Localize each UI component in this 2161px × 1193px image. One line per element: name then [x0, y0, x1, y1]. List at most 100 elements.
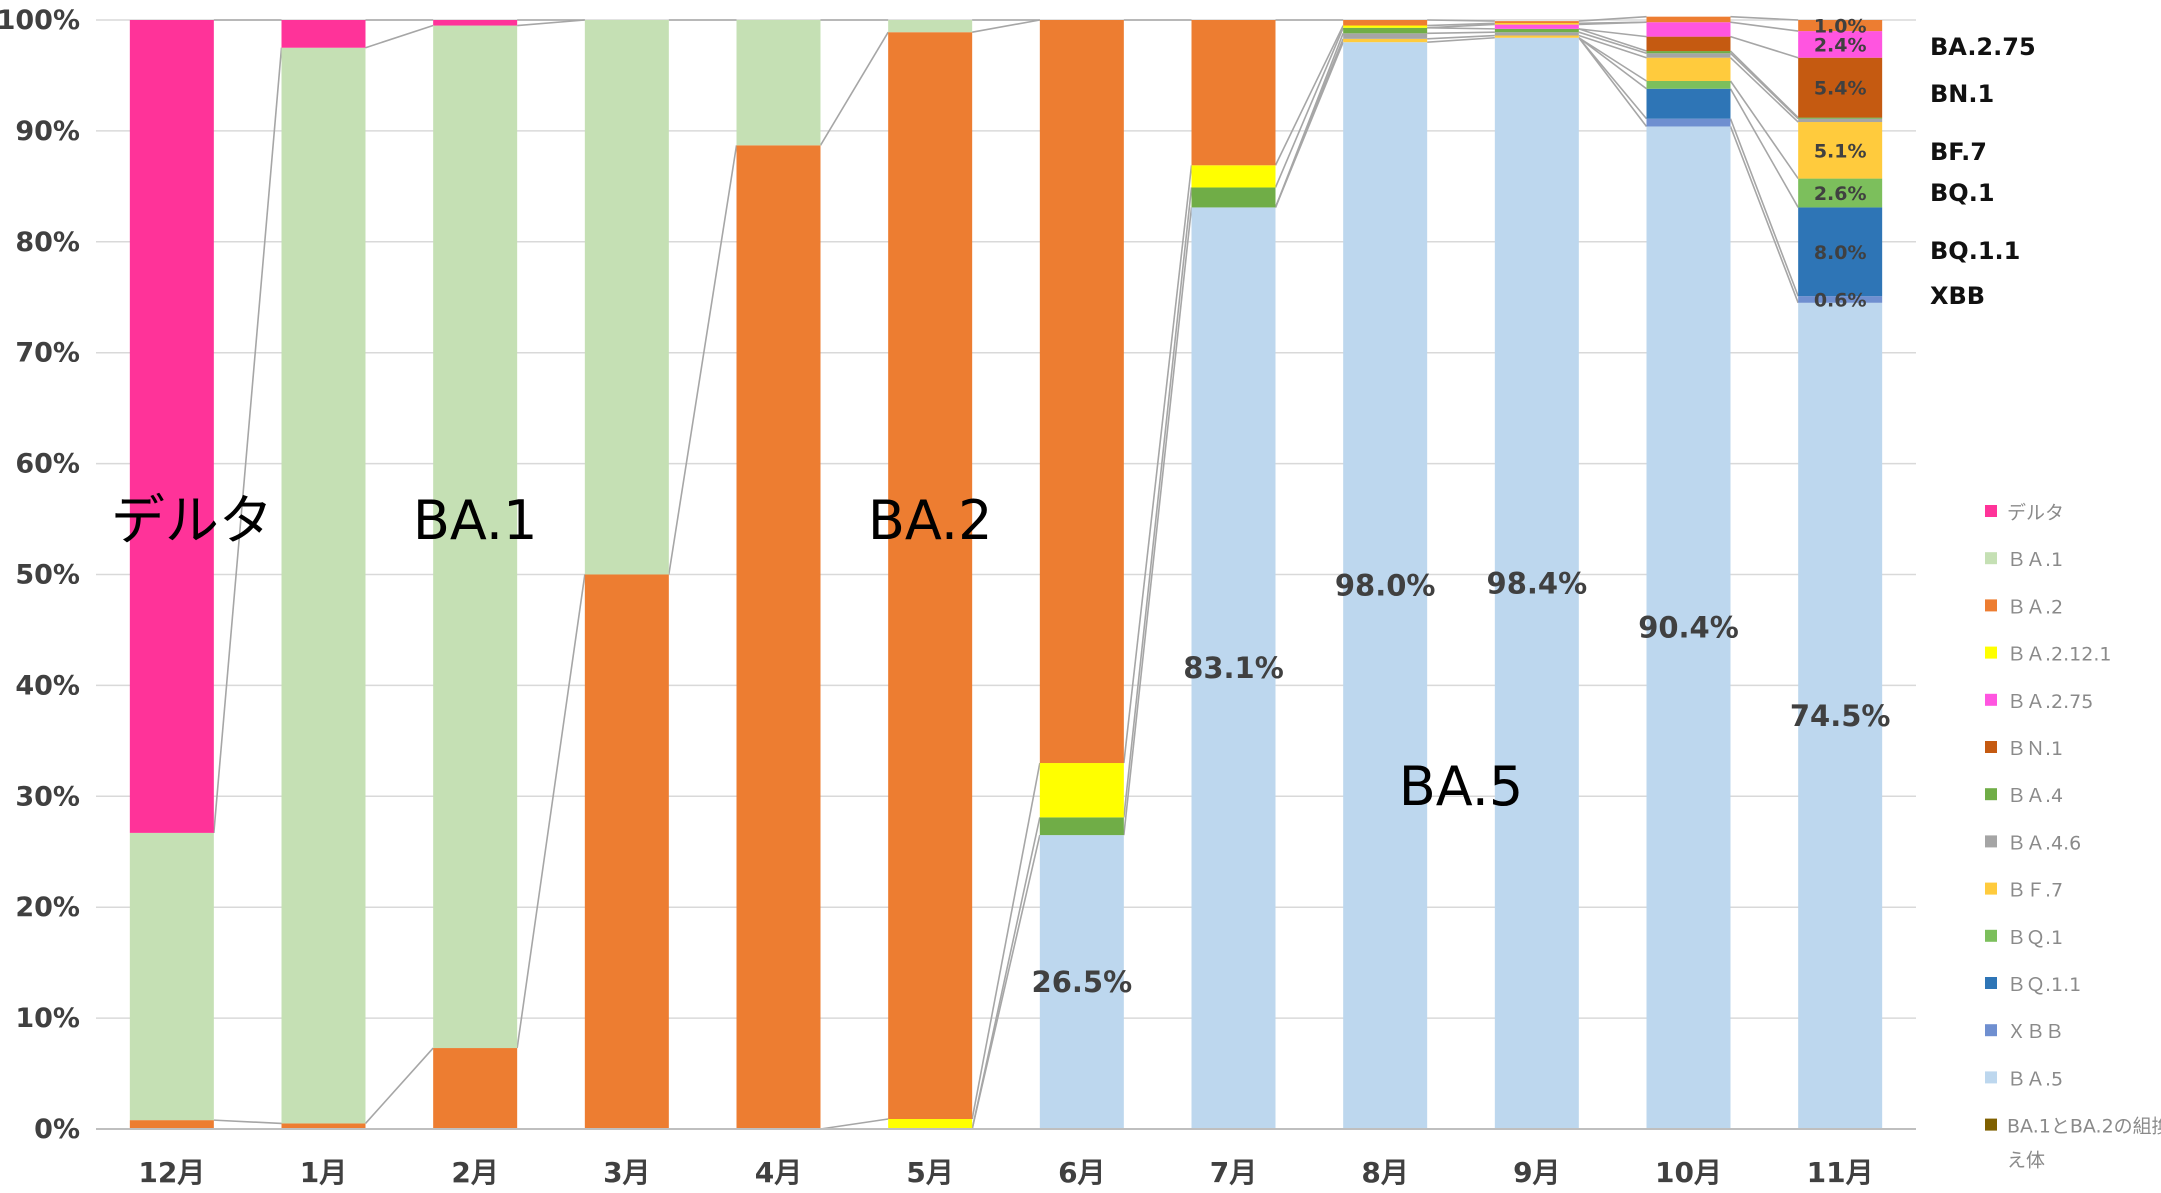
bar-segment-ｂａ-2 [1191, 20, 1276, 166]
bar-segment-ｂａ-2-75 [1494, 24, 1579, 29]
connector-line [1578, 37, 1648, 127]
legend-label: ＢＮ.1 [2007, 738, 2063, 760]
bar-segment-ｂａ-5 [1494, 37, 1579, 1129]
legend-swatch [1985, 693, 1997, 706]
bar-segment-デルタ [433, 20, 518, 26]
data-label: 90.4% [1638, 611, 1739, 645]
bar-segment-ｂａ-5 [1646, 126, 1731, 1130]
connector-line [1729, 52, 1799, 120]
connector-line [1123, 165, 1193, 764]
bar-segment-ｂａ-4-6 [1494, 32, 1579, 36]
connector-line [1123, 207, 1193, 836]
y-tick-label: 20% [15, 892, 80, 923]
connector-line [1730, 15, 1799, 21]
bar-segment-ｂａ-2-75 [1798, 31, 1883, 58]
connector-line [1427, 36, 1495, 43]
x-tick-label: 9月 [1513, 1156, 1560, 1189]
data-label: 74.5% [1790, 699, 1891, 733]
legend-label: BA.1とBA.2の組換 [2007, 1116, 2161, 1138]
bar-segment-ｂａ-4-6 [1646, 53, 1731, 58]
y-tick-label: 90% [15, 116, 80, 147]
bar-segment-ｂｆ-7 [1494, 35, 1579, 38]
x-tick-label: 10月 [1655, 1156, 1722, 1189]
legend-label-continued: え体 [2007, 1150, 2045, 1172]
connector-line [1578, 21, 1647, 25]
legend: デルタ ＢＡ.1 ＢＡ.2 ＢＡ.2.12.1 ＢＡ.2.75 ＢＮ.1 ＢＡ.4 ＢＡ.4.… [1985, 502, 2161, 1172]
y-tick-label: 70% [15, 338, 80, 369]
y-tick-label: 10% [15, 1003, 80, 1034]
bars [129, 16, 1883, 1130]
connector-line [1578, 15, 1647, 22]
connector-line [213, 1119, 282, 1125]
annotations: デルタ BA.1 BA.2 BA.5 [111, 489, 1523, 818]
x-tick-label: 2月 [451, 1156, 498, 1189]
connector-line [1730, 35, 1799, 59]
connector-line [1578, 37, 1647, 90]
series-annotation: BA.2 [868, 489, 993, 552]
connector-line [1729, 50, 1799, 119]
connector-line [1123, 187, 1193, 818]
bar-segment-ｘｂｂ [1798, 296, 1883, 303]
connector-line [819, 31, 889, 146]
legend-swatch [1985, 552, 1997, 565]
connector-line [1427, 34, 1495, 40]
bar-segment-ｂａ-2 [888, 32, 973, 1120]
data-labels: 26.5% 83.1% 98.0% 98.4% 90.4% 74.5% 0.6% 8.0% 2.… [1032, 16, 1891, 1000]
right-series-label: BN.1 [1930, 80, 1994, 108]
data-label: 98.4% [1487, 566, 1588, 600]
legend-label: ＢＡ.4 [2007, 785, 2063, 807]
bar-segment-ｂａ-5 [1343, 42, 1428, 1129]
legend-label: ＢＡ.2.75 [2007, 691, 2093, 713]
legend-swatch [1985, 835, 1997, 848]
legend-swatch [1985, 882, 1997, 895]
right-series-label: XBB [1930, 282, 1985, 310]
bar-segment-ｂａ-4-6 [1798, 118, 1883, 123]
series-annotation: デルタ [111, 489, 273, 552]
bar-segment-ｂａ-4-6 [1343, 33, 1428, 39]
y-tick-label: 30% [15, 781, 80, 812]
legend-swatch [1985, 929, 1997, 942]
legend-swatch [1985, 1118, 1997, 1131]
bar-segment-ｂａ-1 [129, 832, 214, 1121]
bar-segment-ｂａ-4 [1646, 51, 1731, 54]
x-tick-label: 6月 [1058, 1156, 1105, 1189]
x-tick-label: 1月 [300, 1156, 347, 1189]
connector-line [971, 762, 1041, 1120]
connector-line [971, 817, 1041, 1130]
gridlines [96, 19, 1916, 1130]
bar-segment-ｂａ-4 [1039, 817, 1124, 836]
bar-segment-ｂａ-2-75 [1646, 22, 1731, 37]
right-series-label: BQ.1.1 [1930, 237, 2020, 265]
connector-line [1730, 21, 1799, 32]
connector-line [213, 47, 283, 833]
bar-segment-ｂａ-4 [1343, 27, 1428, 34]
bar-segment-ｂａ-1 [888, 20, 973, 33]
bar-segment-ｂｎ-1 [1798, 57, 1883, 118]
bar-segment-デルタ [129, 20, 214, 833]
legend-swatch [1985, 741, 1997, 753]
bar-segment-ｂａ-4 [1798, 117, 1883, 119]
bar-segment-ｂｑ-1 [1646, 80, 1731, 89]
series-annotation: BA.1 [413, 489, 538, 552]
bar-segment-ｂａ-2-12-1 [1343, 25, 1428, 28]
connector-line [517, 19, 585, 27]
connector-line [1729, 118, 1799, 297]
bar-segment-ｂａ-2 [1494, 21, 1579, 24]
bar-segment-ｂａ-1 [584, 20, 669, 575]
bar-segment-ｂａ-2-12-1 [1191, 165, 1276, 188]
connector-line [1578, 37, 1647, 82]
legend-label: ＢＦ.7 [2007, 880, 2063, 902]
bar-segment-ｂａ-5 [1191, 207, 1276, 1129]
connector-line [1274, 33, 1344, 208]
bar-segment-ｂｆ-7 [1646, 57, 1731, 81]
right-series-label: BF.7 [1930, 138, 1987, 166]
bar-segment-ｂａ-4 [1494, 28, 1579, 33]
y-tick-label: 40% [15, 670, 80, 701]
axes: 0% 10% 20% 30% 40% 50% 60% 70% 80% 90% 100% 12月 1月 2月… [0, 5, 1916, 1189]
data-label: 83.1% [1183, 651, 1284, 685]
bar-segment-ｂａ-1 [736, 20, 821, 146]
connector-line [1427, 22, 1495, 27]
bar-segment-ｂｑ-1-1 [1798, 207, 1883, 297]
